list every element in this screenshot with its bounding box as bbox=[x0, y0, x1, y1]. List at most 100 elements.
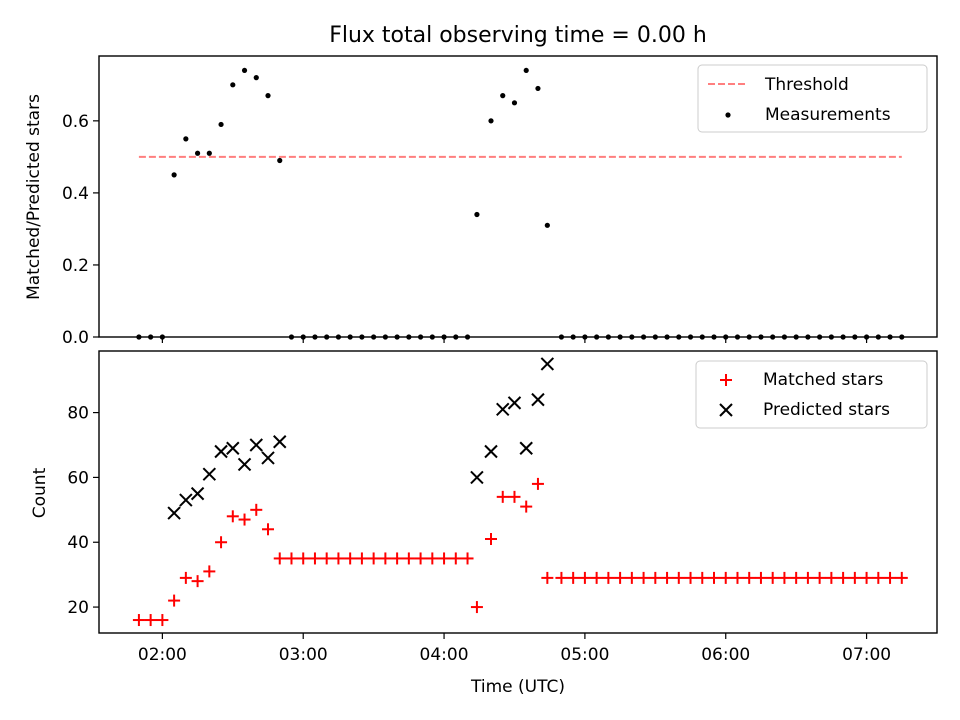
matched-star-point bbox=[672, 571, 685, 584]
y-tick-label: 60 bbox=[67, 468, 89, 488]
matched-star-point bbox=[708, 571, 721, 584]
predicted-star-point bbox=[249, 438, 263, 452]
matched-star-point bbox=[156, 614, 169, 627]
matched-star-point bbox=[661, 571, 674, 584]
predicted-star-point bbox=[484, 444, 498, 459]
matched-star-point bbox=[438, 552, 451, 565]
matched-star-point bbox=[801, 571, 814, 584]
y-tick-label: 0.4 bbox=[62, 184, 89, 204]
count-legend: Matched stars Predicted stars bbox=[695, 360, 928, 429]
predicted-star-point bbox=[179, 493, 193, 507]
x-tick-label: 05:00 bbox=[560, 645, 609, 665]
x-axis-label: Time (UTC) bbox=[470, 677, 565, 697]
matched-star-point bbox=[860, 571, 873, 584]
predicted-star-point bbox=[273, 435, 287, 449]
count-plot-area bbox=[132, 357, 908, 627]
predicted-star-point bbox=[540, 357, 555, 371]
x-tick-label: 04:00 bbox=[420, 645, 469, 665]
x-tick-label: 07:00 bbox=[842, 645, 891, 665]
predicted-star-point bbox=[507, 396, 522, 410]
predicted-star-point bbox=[470, 470, 484, 485]
predicted-star-point bbox=[226, 441, 240, 455]
chart-title: Flux total observing time = 0.00 h bbox=[329, 23, 707, 48]
y-tick-label: 80 bbox=[67, 404, 89, 424]
matched-star-point bbox=[837, 571, 850, 584]
matched-star-point bbox=[449, 552, 462, 565]
measurement-point bbox=[535, 85, 541, 92]
y-tick-label: 40 bbox=[67, 533, 89, 553]
y-tick-label: 0.6 bbox=[62, 112, 89, 132]
matched-star-point bbox=[379, 552, 392, 565]
matched-star-point bbox=[813, 571, 826, 584]
matched-legend-label: Matched stars bbox=[763, 370, 883, 390]
matched-star-point bbox=[414, 552, 427, 565]
ratio-panel: 0.0 0.2 0.4 0.6 Matched/Predicted stars Thr… bbox=[24, 55, 938, 348]
threshold-legend-label: Threshold bbox=[764, 75, 849, 95]
matched-star-point bbox=[754, 571, 767, 584]
matched-star-point bbox=[602, 571, 615, 584]
predicted-star-point bbox=[214, 444, 228, 459]
matched-star-point bbox=[743, 571, 756, 584]
measurements-legend-marker bbox=[725, 112, 731, 118]
matched-star-point bbox=[567, 571, 580, 584]
matched-star-point bbox=[320, 552, 333, 565]
matched-star-point bbox=[625, 571, 638, 584]
matched-star-point bbox=[496, 490, 509, 503]
measurement-point bbox=[265, 93, 271, 99]
y-tick-label: 0.0 bbox=[62, 328, 89, 348]
ratio-legend-box bbox=[697, 64, 928, 133]
matched-star-point bbox=[649, 571, 662, 584]
matched-star-point bbox=[262, 523, 275, 536]
count-x-ticks: 02:00 03:00 04:00 05:00 06:00 07:00 bbox=[138, 633, 891, 665]
matched-star-point bbox=[297, 552, 310, 565]
measurement-point bbox=[511, 100, 518, 106]
matched-star-point bbox=[531, 477, 544, 490]
measurement-point bbox=[488, 118, 494, 124]
x-tick-label: 03:00 bbox=[279, 645, 328, 665]
matched-star-point bbox=[508, 490, 521, 503]
ratio-plot-area bbox=[136, 67, 905, 340]
measurement-point bbox=[230, 82, 236, 88]
measurement-point bbox=[194, 150, 201, 156]
measurement-point bbox=[474, 211, 480, 218]
matched-star-point bbox=[402, 552, 415, 565]
matched-star-point bbox=[790, 571, 803, 584]
matched-star-point bbox=[132, 614, 145, 627]
matched-star-point bbox=[238, 513, 251, 526]
matched-star-point bbox=[895, 571, 908, 584]
y-tick-label: 20 bbox=[67, 598, 89, 618]
x-tick-label: 06:00 bbox=[701, 645, 750, 665]
ratio-legend: Threshold Measurements bbox=[697, 64, 928, 133]
measurement-point bbox=[183, 136, 189, 142]
predicted-star-point bbox=[190, 486, 205, 501]
measurement-point bbox=[500, 93, 506, 99]
matched-star-point bbox=[541, 571, 554, 584]
matched-star-point bbox=[179, 571, 192, 584]
matched-star-point bbox=[684, 571, 697, 584]
matched-star-point bbox=[426, 552, 439, 565]
matched-star-point bbox=[367, 552, 380, 565]
predicted-star-point bbox=[202, 467, 217, 481]
measurement-point bbox=[523, 67, 529, 74]
predicted-star-point bbox=[237, 457, 252, 472]
matched-star-point bbox=[614, 571, 627, 584]
ratio-axes-frame bbox=[98, 55, 938, 338]
matched-star-point bbox=[884, 571, 897, 584]
matched-star-point bbox=[485, 533, 498, 545]
count-legend-box bbox=[695, 360, 928, 429]
matched-star-point bbox=[355, 552, 368, 565]
matched-legend-marker bbox=[720, 374, 732, 386]
matched-star-point bbox=[696, 571, 709, 584]
x-tick-label: 02:00 bbox=[138, 645, 187, 665]
matched-star-point bbox=[470, 601, 483, 614]
matched-star-point bbox=[250, 503, 263, 516]
matched-star-point bbox=[766, 571, 779, 584]
matched-star-point bbox=[215, 536, 228, 549]
predicted-star-point bbox=[496, 402, 510, 417]
count-y-axis-label: Count bbox=[30, 467, 50, 518]
predicted-legend-label: Predicted stars bbox=[763, 400, 890, 420]
matched-star-point bbox=[872, 571, 885, 584]
matched-star-point bbox=[332, 552, 345, 565]
